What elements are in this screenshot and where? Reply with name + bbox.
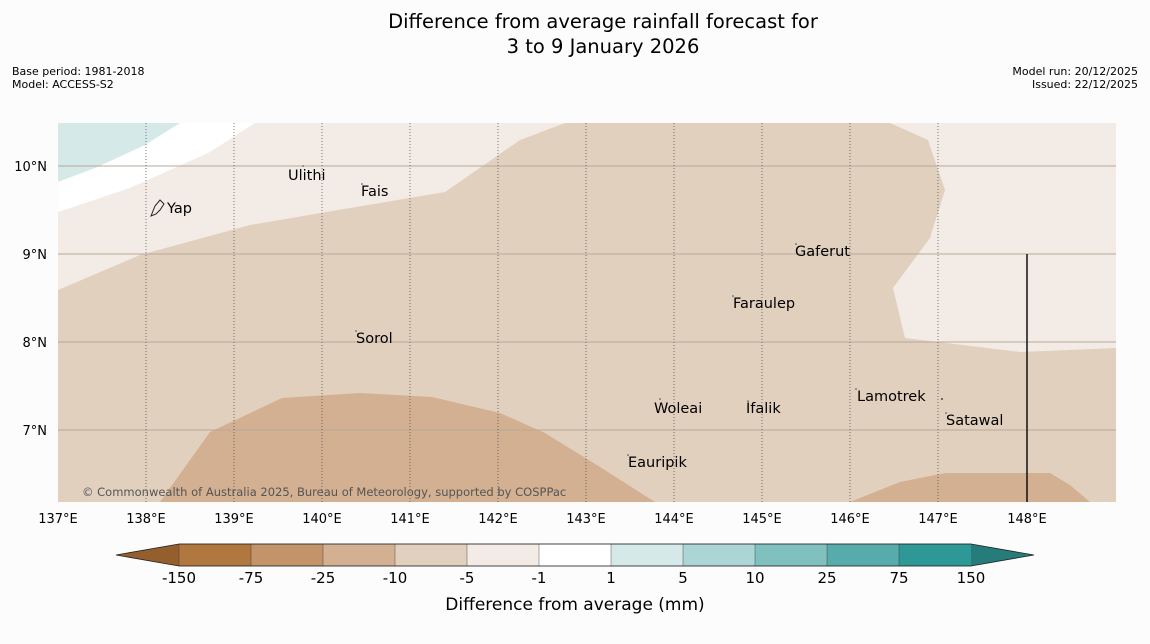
colorbar-tick-9: 10 — [745, 569, 764, 587]
lon-label-139e: 139°E — [214, 512, 254, 527]
lon-label-140e: 140°E — [302, 512, 342, 527]
copyright-text: © Commonwealth of Australia 2025, Bureau… — [82, 485, 566, 499]
lon-label-148e: 148°E — [1007, 512, 1047, 527]
band-minus25-to-minus10-southeast — [850, 473, 1090, 502]
place-woleai: Woleai — [654, 401, 702, 417]
place-yap: Yap — [166, 201, 192, 217]
lat-label-7n: 7°N — [23, 424, 48, 439]
lon-label-146e: 146°E — [830, 512, 870, 527]
model-run-text: Model run: 20/12/2025 — [1012, 65, 1138, 78]
base-period-text: Base period: 1981-2018 — [12, 65, 145, 78]
sorol-dot — [355, 330, 357, 332]
colorbar-bins — [178, 543, 972, 567]
lon-label-143e: 143°E — [566, 512, 606, 527]
band-minus25-to-minus10-south — [160, 393, 655, 502]
place-ifalik: Ifalik — [746, 401, 781, 417]
colorbar-bin-2 — [250, 543, 324, 567]
place-fais: Fais — [361, 184, 388, 200]
lon-label-145e: 145°E — [742, 512, 782, 527]
colorbar-outline — [115, 543, 1035, 567]
colorbar-bin-6 — [538, 543, 612, 567]
place-gaferut: Gaferut — [795, 244, 850, 260]
band-minus5-to-minus1-east — [890, 123, 1116, 352]
map-title: Difference from average rainfall forecas… — [0, 9, 1150, 59]
meta-left: Base period: 1981-2018 Model: ACCESS-S2 — [12, 65, 144, 91]
place-satawal: Satawal — [946, 413, 1003, 429]
colorbar-bin-9 — [754, 543, 828, 567]
yap-island-outline — [150, 199, 165, 217]
woleai-dot — [659, 398, 661, 400]
eauripik-dot — [627, 454, 629, 456]
colorbar-extend-low — [116, 544, 179, 566]
colorbar-tick-11: 75 — [889, 569, 908, 587]
title-line-2: 3 to 9 January 2026 — [506, 35, 700, 58]
place-sorol: Sorol — [356, 331, 393, 347]
lamotrek-east-dot — [941, 398, 943, 400]
colorbar-bin-11 — [898, 543, 972, 567]
lat-label-10n: 10°N — [14, 160, 47, 175]
colorbar-bin-3 — [322, 543, 396, 567]
colorbar-label: Difference from average (mm) — [445, 595, 704, 615]
colorbar-tick-6: -1 — [532, 569, 547, 587]
meta-right: Model run: 20/12/2025 Issued: 22/12/2025 — [1012, 65, 1138, 91]
lat-label-8n: 8°N — [23, 336, 48, 351]
lamotrek-dot — [855, 388, 857, 390]
colorbar-tick-1: -150 — [162, 569, 196, 587]
colorbar-bin-5 — [466, 543, 540, 567]
band-minus5-to-minus1-west — [58, 123, 565, 290]
title-line-1: Difference from average rainfall forecas… — [388, 10, 818, 33]
colorbar-tick-12: 150 — [957, 569, 986, 587]
lon-label-141e: 141°E — [390, 512, 430, 527]
ifalik-dot — [747, 400, 749, 402]
colorbar-bin-8 — [682, 543, 756, 567]
colorbar-tick-2: -75 — [239, 569, 264, 587]
colorbar-bin-4 — [394, 543, 468, 567]
lon-label-138e: 138°E — [126, 512, 166, 527]
colorbar-tick-3: -25 — [311, 569, 336, 587]
lon-label-147e: 147°E — [918, 512, 958, 527]
colorbar-tick-7: 1 — [606, 569, 616, 587]
colorbar: -150 -75 -25 -10 -5 -1 1 5 10 25 75 150 … — [115, 543, 1035, 615]
colorbar-tick-4: -10 — [383, 569, 408, 587]
colorbar-extend-high — [971, 544, 1034, 566]
lon-label-144e: 144°E — [654, 512, 694, 527]
place-eauripik: Eauripik — [628, 455, 687, 471]
lon-label-137e: 137°E — [38, 512, 78, 527]
ulithi-dot — [302, 165, 304, 167]
colorbar-bin-10 — [826, 543, 900, 567]
gaferut-dot — [795, 243, 797, 245]
colorbar-bin-1 — [178, 543, 252, 567]
lon-label-142e: 142°E — [478, 512, 518, 527]
place-faraulep: Faraulep — [733, 296, 795, 312]
place-lamotrek: Lamotrek — [857, 389, 926, 405]
faraulep-dot — [732, 295, 734, 297]
lat-label-9n: 9°N — [23, 248, 48, 263]
colorbar-tick-10: 25 — [817, 569, 836, 587]
satawal-dot — [945, 412, 947, 414]
band-1-to-5 — [58, 123, 180, 182]
fais-dot — [361, 183, 363, 185]
model-text: Model: ACCESS-S2 — [12, 78, 114, 91]
issued-text: Issued: 22/12/2025 — [1031, 78, 1138, 91]
colorbar-tick-5: -5 — [460, 569, 475, 587]
place-ulithi: Ulithi — [288, 168, 326, 184]
map-area: Yap Ulithi Fais Gaferut Faraulep Sorol W… — [58, 123, 1116, 502]
colorbar-bin-7 — [610, 543, 684, 567]
colorbar-tick-8: 5 — [678, 569, 688, 587]
